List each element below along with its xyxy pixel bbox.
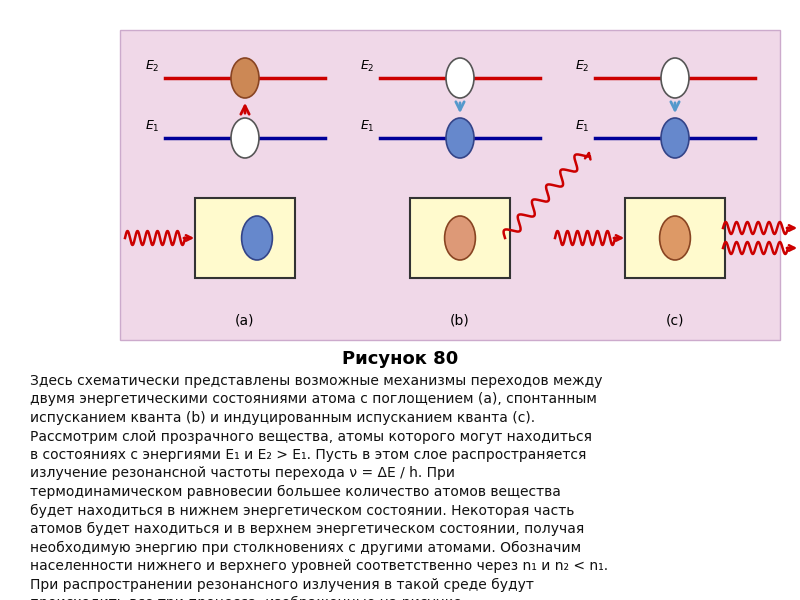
- Text: $E_2$: $E_2$: [575, 59, 590, 74]
- Text: будет находиться в нижнем энергетическом состоянии. Некоторая часть: будет находиться в нижнем энергетическом…: [30, 503, 574, 518]
- Ellipse shape: [445, 216, 475, 260]
- Bar: [625, 198, 725, 278]
- Text: Рассмотрим слой прозрачного вещества, атомы которого могут находиться: Рассмотрим слой прозрачного вещества, ат…: [30, 430, 592, 443]
- Text: необходимую энергию при столкновениях с другими атомами. Обозначим: необходимую энергию при столкновениях с …: [30, 541, 581, 554]
- Ellipse shape: [231, 118, 259, 158]
- Ellipse shape: [661, 58, 689, 98]
- Ellipse shape: [242, 216, 272, 260]
- Text: $E_2$: $E_2$: [361, 59, 375, 74]
- Bar: [195, 198, 295, 278]
- Text: При распространении резонансного излучения в такой среде будут: При распространении резонансного излучен…: [30, 577, 534, 592]
- Ellipse shape: [231, 58, 259, 98]
- Bar: [120, 30, 780, 340]
- Bar: [410, 198, 510, 278]
- Text: происходить все три процесса, изображенные на рисунке.: происходить все три процесса, изображенн…: [30, 596, 466, 600]
- Text: $E_1$: $E_1$: [360, 119, 375, 134]
- Text: термодинамическом равновесии большее количество атомов вещества: термодинамическом равновесии большее кол…: [30, 485, 561, 499]
- Text: двумя энергетическими состояниями атома с поглощением (a), спонтанным: двумя энергетическими состояниями атома …: [30, 392, 597, 407]
- Ellipse shape: [446, 118, 474, 158]
- Text: $E_2$: $E_2$: [146, 59, 160, 74]
- Text: (a): (a): [235, 313, 254, 327]
- Text: (b): (b): [450, 313, 470, 327]
- Text: Здесь схематически представлены возможные механизмы переходов между: Здесь схематически представлены возможны…: [30, 374, 602, 388]
- Text: населенности нижнего и верхнего уровней соответственно через n₁ и n₂ < n₁.: населенности нижнего и верхнего уровней …: [30, 559, 608, 573]
- Text: Рисунок 80: Рисунок 80: [342, 350, 458, 368]
- Ellipse shape: [659, 216, 690, 260]
- Text: (c): (c): [666, 313, 684, 327]
- Text: атомов будет находиться и в верхнем энергетическом состоянии, получая: атомов будет находиться и в верхнем энер…: [30, 522, 584, 536]
- Ellipse shape: [446, 58, 474, 98]
- Text: излучение резонансной частоты перехода ν = ΔE / h. При: излучение резонансной частоты перехода ν…: [30, 467, 455, 481]
- Text: $E_1$: $E_1$: [575, 119, 590, 134]
- Text: в состояниях с энергиями E₁ и E₂ > E₁. Пусть в этом слое распространяется: в состояниях с энергиями E₁ и E₂ > E₁. П…: [30, 448, 586, 462]
- Text: $E_1$: $E_1$: [146, 119, 160, 134]
- Text: испусканием кванта (b) и индуцированным испусканием кванта (c).: испусканием кванта (b) и индуцированным …: [30, 411, 535, 425]
- Ellipse shape: [661, 118, 689, 158]
